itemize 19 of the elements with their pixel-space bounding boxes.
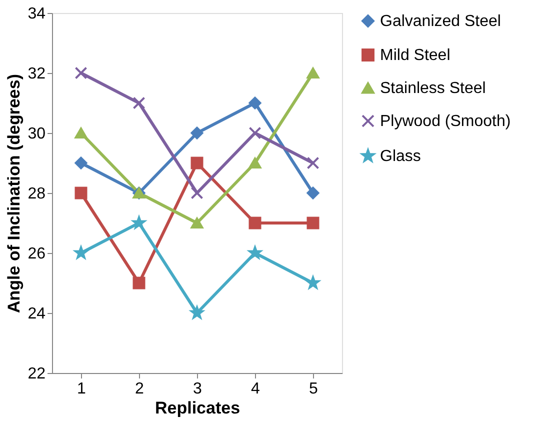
x-tick-label: 5 [309,380,318,398]
y-tick-label: 30 [28,126,46,142]
legend-label: Galvanized Steel [380,13,501,30]
legend-label: Plywood (Smooth) [380,113,511,130]
y-tick-label: 22 [28,366,46,382]
y-axis-title: Angle of Inclination (degrees) [4,74,24,313]
legend-label: Glass [380,148,421,165]
y-tick-label: 32 [28,66,46,82]
y-tick-label: 28 [28,186,46,202]
y-tick-label: 34 [28,6,46,22]
x-axis-title: Replicates [154,398,240,418]
x-tick-label: 1 [77,380,86,398]
x-tick-label: 3 [193,380,202,398]
legend-label: Mild Steel [380,47,450,64]
x-tick-label: 4 [251,380,260,398]
legend-label: Stainless Steel [380,80,486,97]
x-tick-label: 2 [135,380,144,398]
y-tick-label: 26 [28,246,46,262]
y-tick-label: 24 [28,306,46,322]
